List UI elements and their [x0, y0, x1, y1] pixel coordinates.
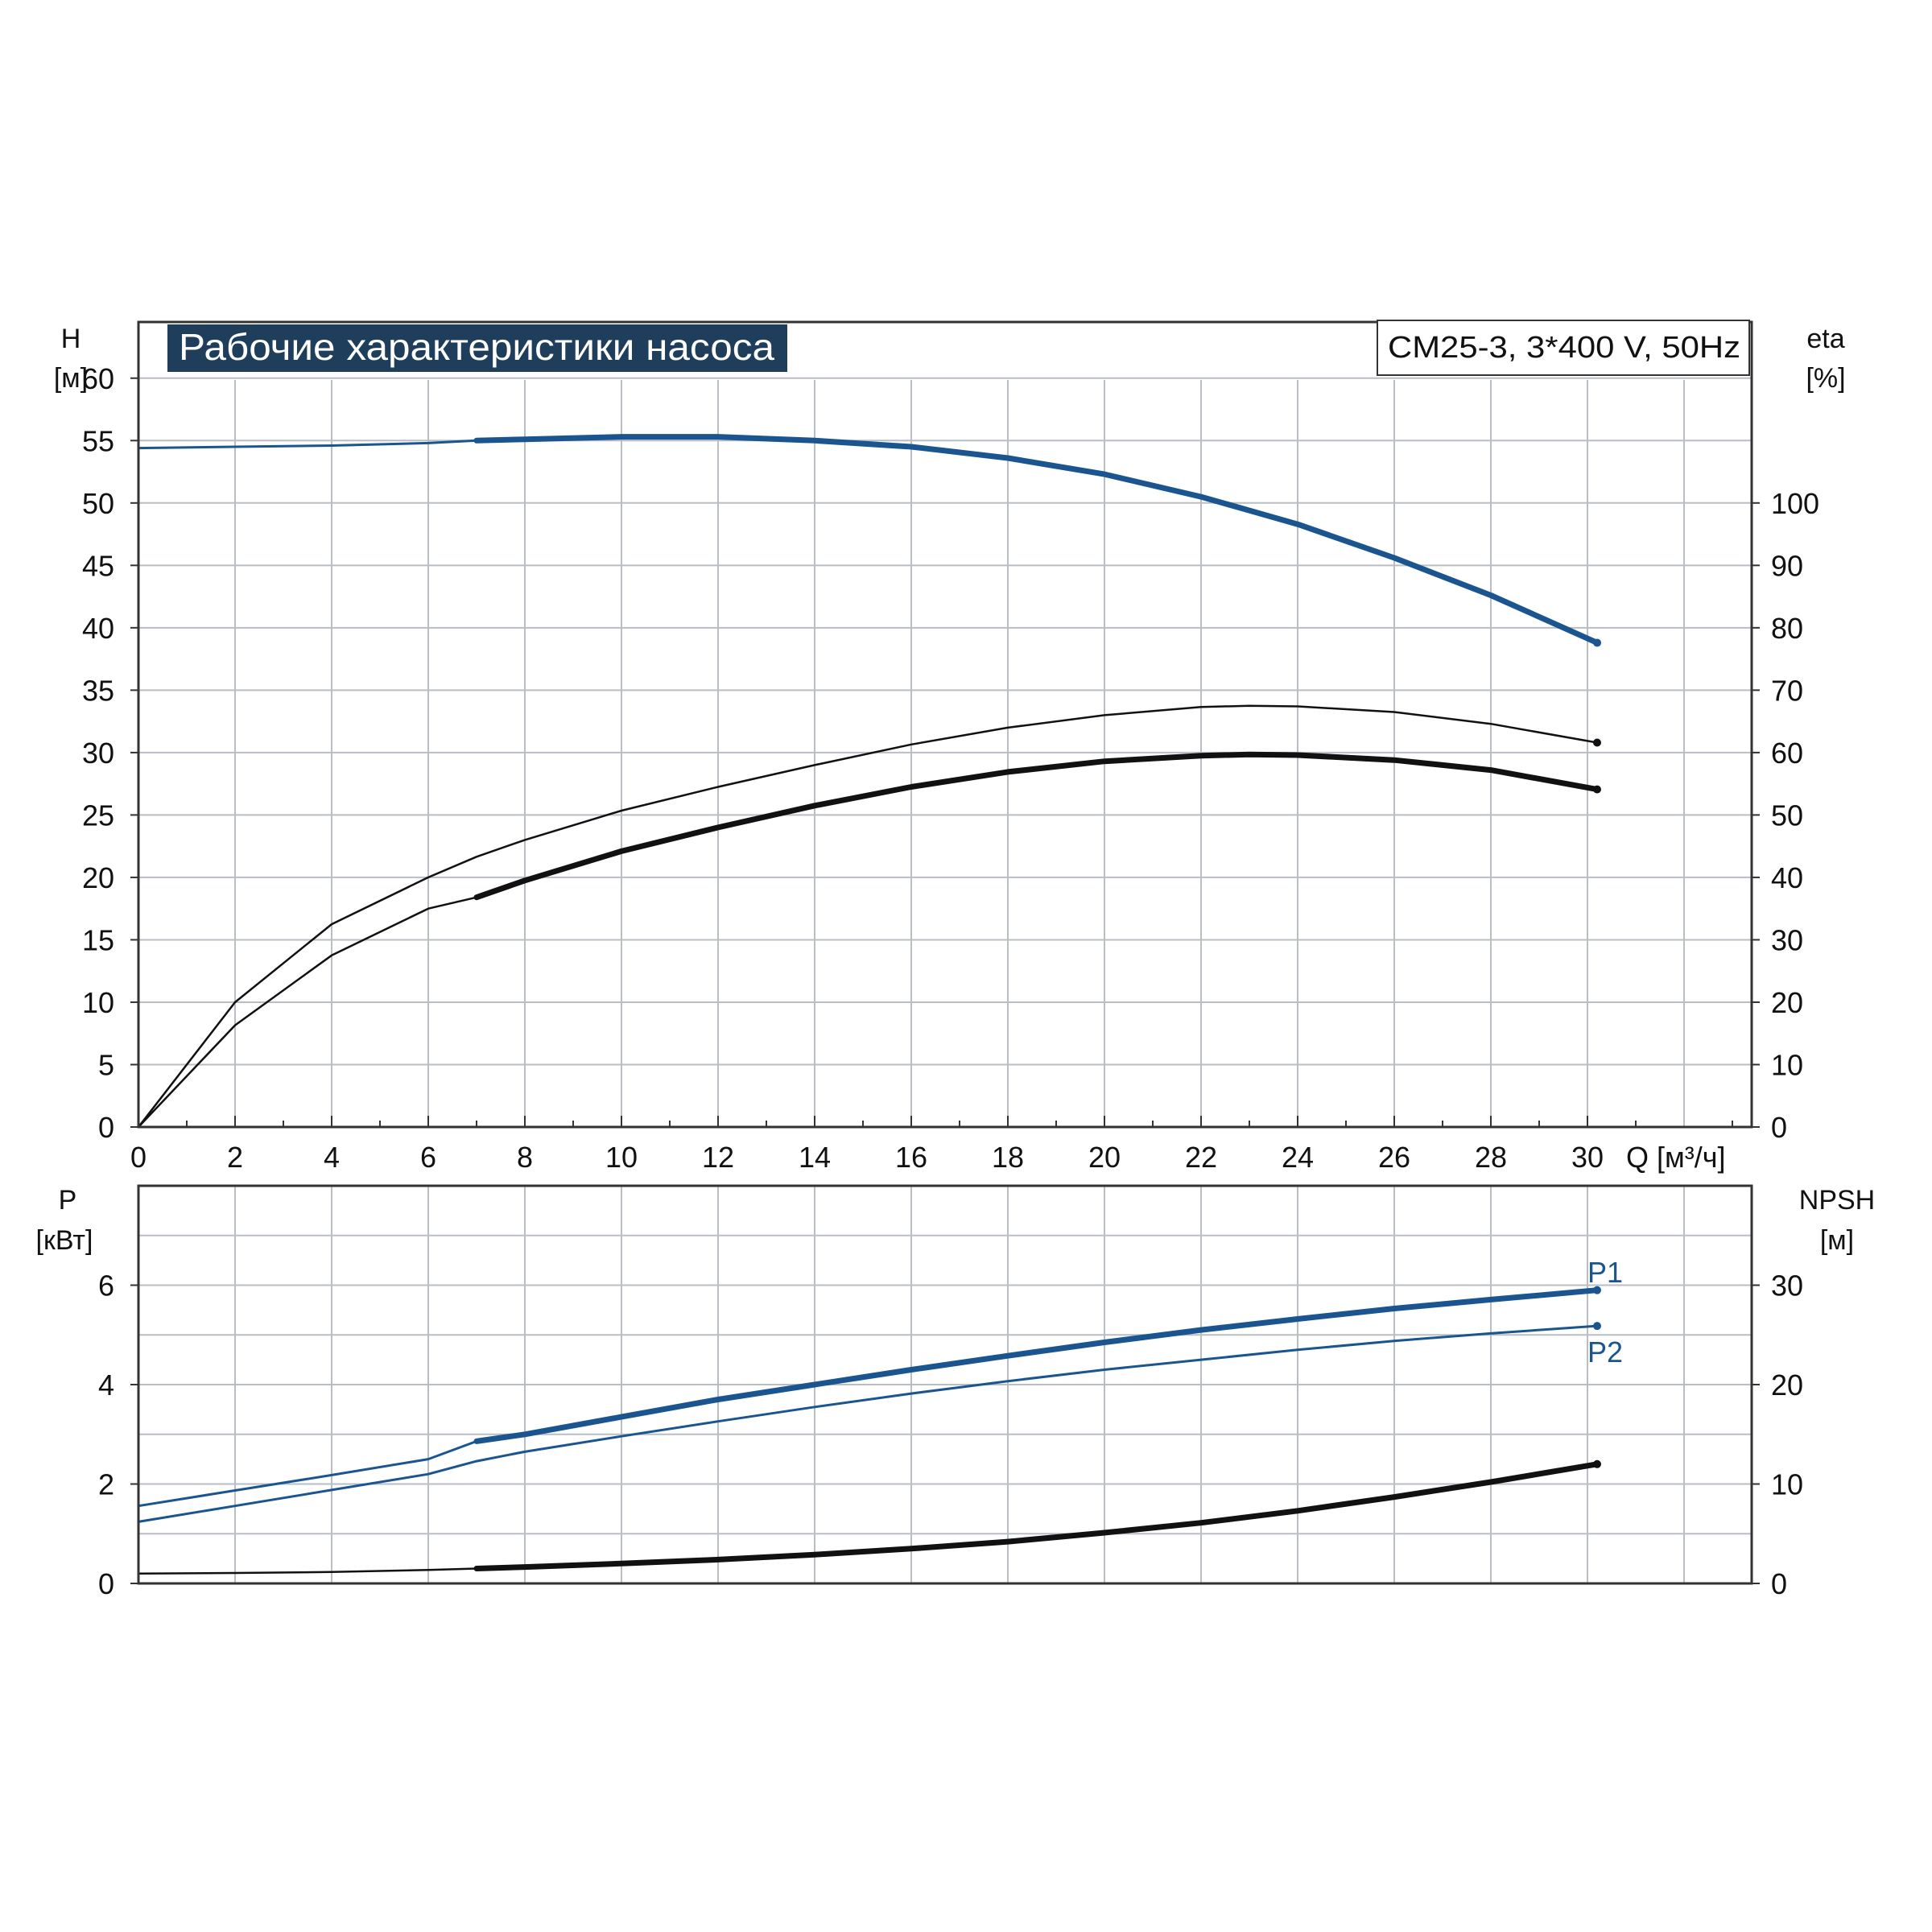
perf-x-tick-label: 26	[1378, 1141, 1410, 1174]
perf-y2-tick-label: 20	[1771, 986, 1803, 1019]
perf-y-tick-label: 50	[82, 487, 114, 520]
power-y2-tick-label: 20	[1771, 1368, 1803, 1402]
perf-y2-tick-label: 30	[1771, 923, 1803, 956]
power-series-1-line	[137, 1324, 1599, 1523]
perf-x-tick-label: 20	[1088, 1141, 1121, 1174]
perf-series-0-endpoint	[1593, 638, 1601, 647]
series-label-p2: P2	[1587, 1335, 1623, 1368]
perf-y-tick-label: 60	[82, 362, 114, 395]
perf-x-tick-label: 22	[1185, 1141, 1217, 1174]
power-y-tick-label: 6	[98, 1269, 114, 1302]
power-frame	[137, 1184, 1753, 1585]
perf-y-tick-label: 5	[98, 1048, 114, 1081]
perf-y-tick-label: 45	[82, 549, 114, 582]
perf-y-tick-label: 25	[82, 799, 114, 832]
perf-y-tick-label: 15	[82, 923, 114, 956]
perf-y-tick-label: 20	[82, 861, 114, 894]
perf-series-0-operating-range	[473, 434, 1600, 646]
power-y-tick-label: 0	[98, 1567, 114, 1600]
y2-axis-label-npsh: NPSH	[1799, 1185, 1875, 1216]
perf-x-tick-label: 2	[227, 1141, 243, 1174]
y-axis-label-p: P	[59, 1185, 77, 1216]
perf-x-tick-label: 12	[702, 1141, 734, 1174]
power-series-1-endpoint	[1593, 1322, 1601, 1331]
perf-x-tick-label: 18	[992, 1141, 1024, 1174]
perf-x-tick-label: 14	[799, 1141, 831, 1174]
power-series	[137, 1286, 1601, 1575]
performance-ticks: 0510152025303540455055600102030405060708…	[82, 362, 1819, 1174]
model-label: CM25-3, 3*400 V, 50Hz	[1388, 331, 1740, 365]
perf-y2-tick-label: 100	[1771, 487, 1819, 520]
perf-y-tick-label: 55	[82, 424, 114, 457]
y-axis-label-h: H	[61, 324, 81, 354]
perf-x-tick-label: 8	[517, 1141, 533, 1174]
power-y2-tick-label: 10	[1771, 1468, 1803, 1501]
performance-chart: 0510152025303540455055600102030405060708…	[54, 320, 1846, 1174]
performance-series	[137, 434, 1601, 1129]
perf-x-tick-label: 0	[130, 1141, 147, 1174]
perf-y-tick-label: 35	[82, 674, 114, 707]
perf-y-tick-label: 10	[82, 986, 114, 1019]
performance-grid	[138, 377, 1752, 1127]
perf-series-2-endpoint	[1593, 785, 1601, 794]
perf-series-1-line	[137, 704, 1599, 1129]
power-y-tick-label: 4	[98, 1368, 114, 1402]
perf-x-tick-label: 30	[1571, 1141, 1604, 1174]
perf-y2-tick-label: 50	[1771, 799, 1803, 832]
perf-y2-tick-label: 70	[1771, 674, 1803, 707]
title-box	[167, 324, 787, 372]
power-y2-tick-label: 30	[1771, 1269, 1803, 1302]
perf-y-tick-label: 30	[82, 737, 114, 770]
perf-y-tick-label: 40	[82, 612, 114, 645]
perf-x-tick-label: 16	[895, 1141, 927, 1174]
y2-axis-label-eta: eta	[1806, 324, 1844, 354]
power-y-tick-label: 2	[98, 1468, 114, 1501]
y-axis-unit-p: [кВт]	[36, 1225, 93, 1256]
perf-x-tick-label: 24	[1282, 1141, 1314, 1174]
power-series-2-endpoint	[1593, 1459, 1601, 1468]
perf-x-tick-label: 10	[605, 1141, 638, 1174]
perf-y2-tick-label: 10	[1771, 1048, 1803, 1081]
perf-y2-tick-label: 80	[1771, 612, 1803, 645]
perf-y2-tick-label: 90	[1771, 549, 1803, 582]
power-series-0-endpoint	[1593, 1286, 1601, 1294]
y-axis-unit-h: [м]	[54, 363, 88, 394]
perf-y2-tick-label: 60	[1771, 737, 1803, 770]
perf-series-2-operating-range	[473, 751, 1600, 901]
x-axis-label: Q [м³/ч]	[1626, 1141, 1726, 1174]
performance-frame	[137, 320, 1753, 1129]
power-series-2-operating-range	[473, 1461, 1600, 1571]
perf-y-tick-label: 0	[98, 1111, 114, 1144]
series-label-p1: P1	[1587, 1256, 1623, 1289]
power-series-0-operating-range	[473, 1287, 1600, 1444]
y2-axis-unit-npsh: [м]	[1820, 1225, 1854, 1256]
perf-y2-tick-label: 40	[1771, 861, 1803, 894]
power-ticks: 0 2 4 6 0 10 20 30	[98, 1269, 1803, 1601]
chart-title: Рабочие характеристики насоса	[179, 326, 774, 368]
y2-axis-unit-eta: [%]	[1806, 363, 1845, 394]
power-grid	[138, 1186, 1752, 1583]
perf-x-tick-label: 4	[324, 1141, 340, 1174]
power-chart: 0 2 4 6 0 10 20 30 P [кВт] NPSH [м] P1 P2	[36, 1184, 1875, 1601]
model-label-box	[1377, 320, 1750, 376]
perf-x-tick-label: 6	[420, 1141, 436, 1174]
perf-series-1-endpoint	[1593, 738, 1601, 747]
perf-x-tick-label: 28	[1475, 1141, 1507, 1174]
perf-y2-tick-label: 0	[1771, 1111, 1787, 1144]
power-y2-tick-label: 0	[1771, 1567, 1787, 1600]
